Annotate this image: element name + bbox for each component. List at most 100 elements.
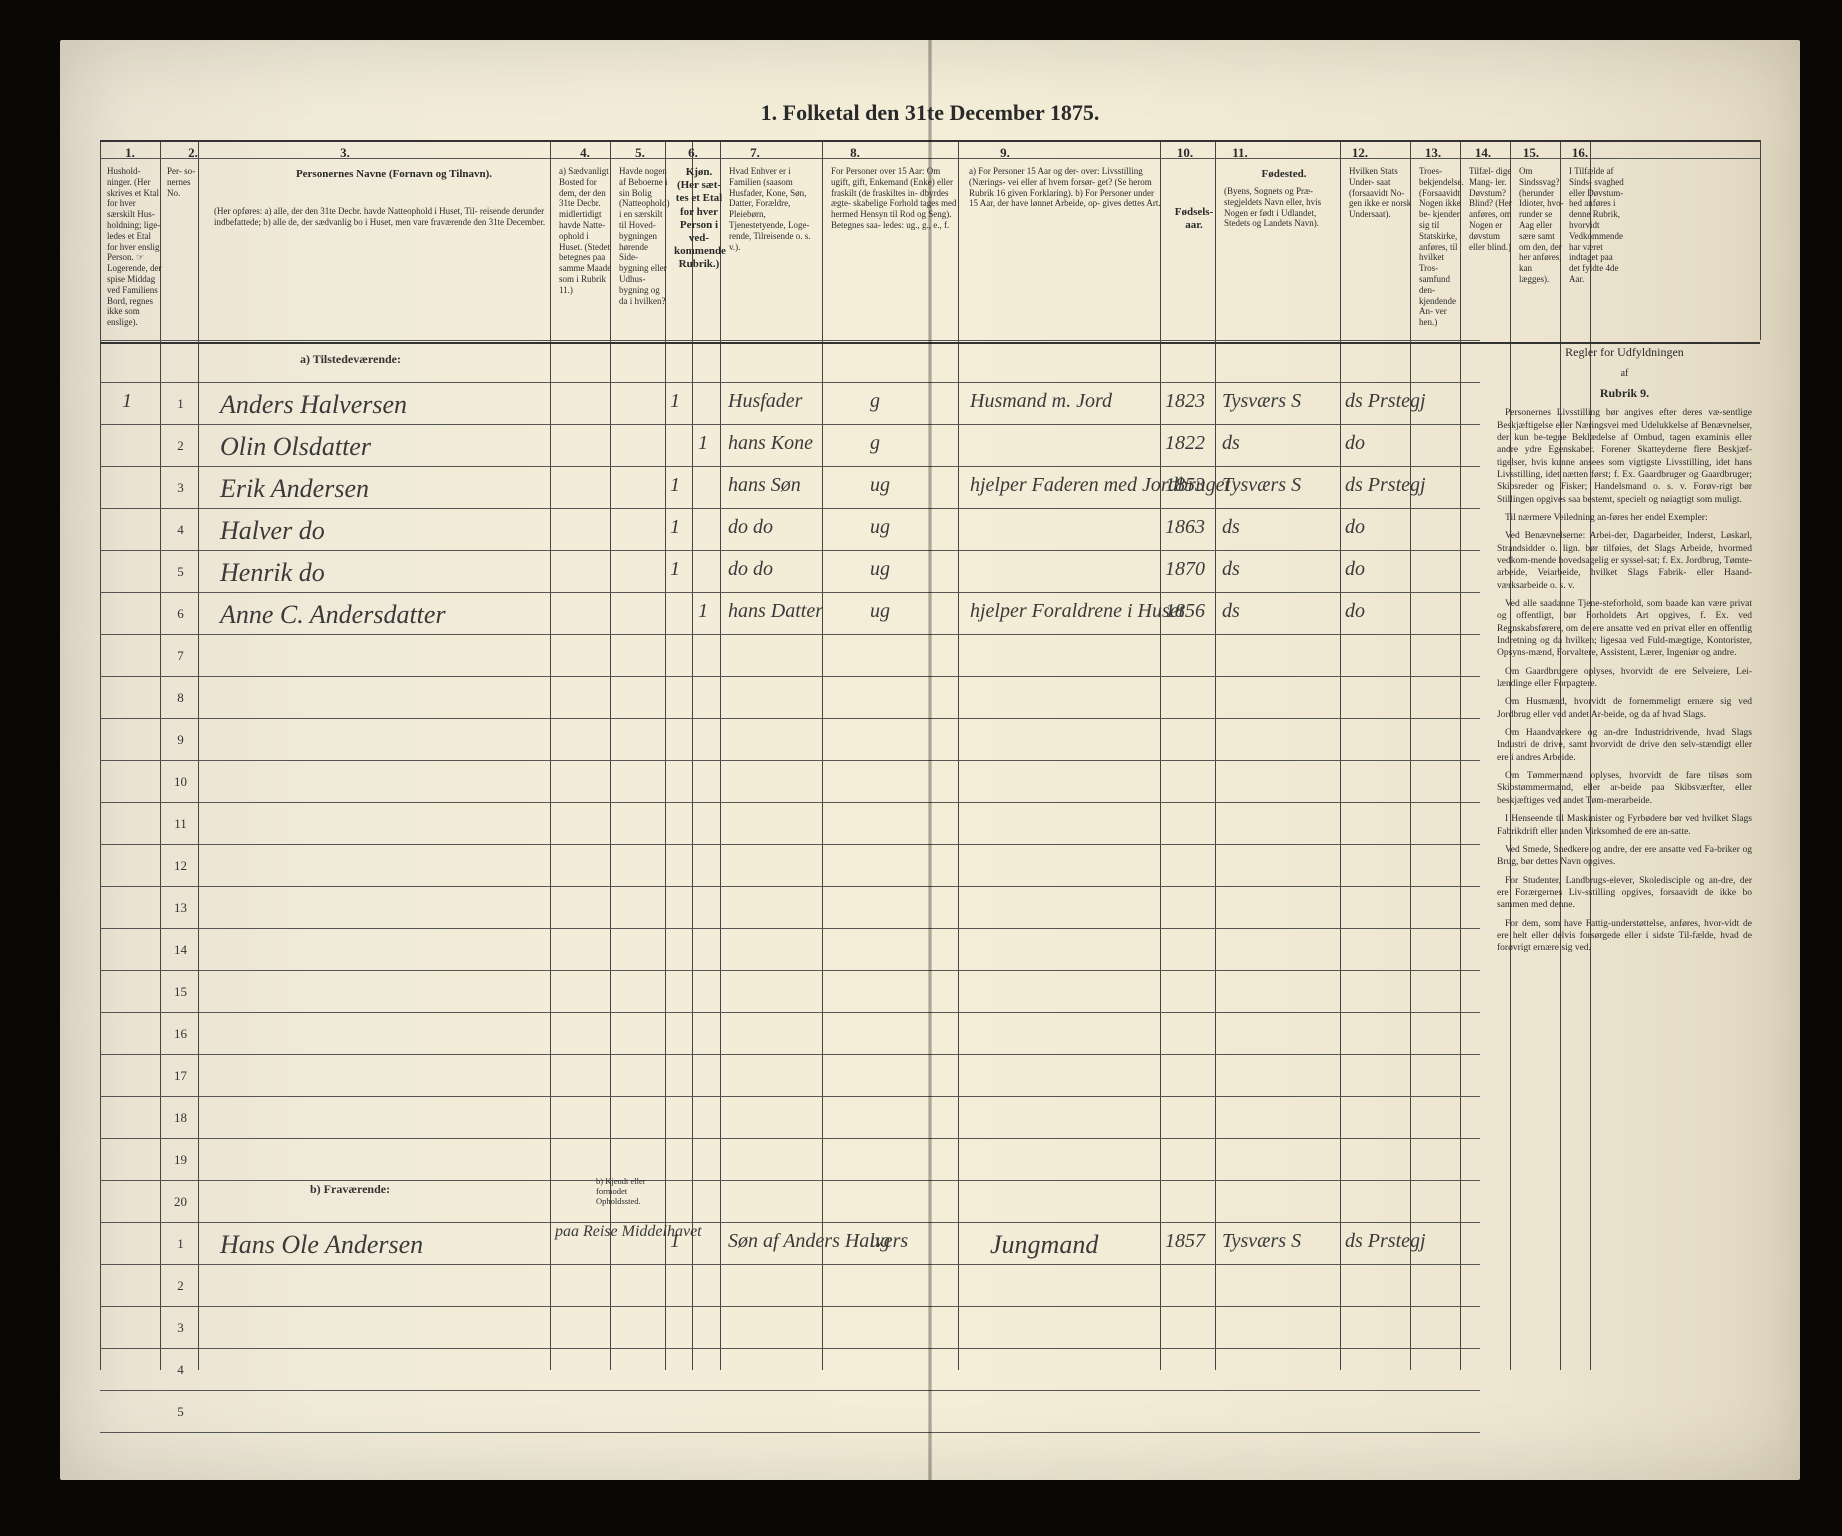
row-num: 1 xyxy=(168,1236,193,1252)
instr-para: Om Gaardbrugere oplyses, hvorvidt de ere… xyxy=(1497,666,1752,691)
hline xyxy=(100,1096,1480,1097)
cell-birthplace: Tysværs S xyxy=(1222,474,1301,497)
row-num: 14 xyxy=(168,942,193,958)
edge-top xyxy=(0,0,1842,40)
row-num: 6 xyxy=(168,606,193,622)
row-num: 5 xyxy=(168,1404,193,1420)
cell-occupation: hjelper Foraldrene i Huset xyxy=(970,600,1184,623)
cell-birthplace: Tysværs S xyxy=(1222,390,1301,413)
cell-parish: do xyxy=(1345,600,1365,623)
cell-parish: ds Prstegj xyxy=(1345,390,1426,413)
hdr-c15: Om Sindssvag? (herunder Idioter, hvo- ru… xyxy=(1515,162,1568,289)
hline xyxy=(100,970,1480,971)
hline xyxy=(100,844,1480,845)
cell-relation: do do xyxy=(728,516,773,539)
instr-para: Om Haandværkere og an-dre Industridriven… xyxy=(1497,727,1752,764)
hline xyxy=(100,1390,1480,1391)
cell-birthplace: ds xyxy=(1222,558,1240,581)
row-num: 16 xyxy=(168,1026,193,1042)
hdr-c13: Troes- bekjendelse. (Forsaavidt Nogen ik… xyxy=(1415,162,1468,332)
hline xyxy=(100,1306,1480,1307)
hline xyxy=(100,928,1480,929)
cell-parish: ds Prstegj xyxy=(1345,1230,1426,1253)
cell-name: Henrik do xyxy=(220,558,325,588)
row-num: 13 xyxy=(168,900,193,916)
hline xyxy=(100,424,1480,425)
cell-relation: Husfader xyxy=(728,390,802,413)
cell-civil: g xyxy=(870,432,880,455)
row-num: 17 xyxy=(168,1068,193,1084)
hdr-c7: Hvad Enhver er i Familien (saasom Husfad… xyxy=(725,162,828,256)
census-page: 1. Folketal den 31te December 1875. 1.2.… xyxy=(60,40,1800,1480)
hdr-c9: a) For Personer 15 Aar og der- over: Liv… xyxy=(965,162,1168,213)
cell-year: 1856 xyxy=(1165,600,1205,623)
row-num: 3 xyxy=(168,1320,193,1336)
instr-para: Ved Smede, Snedkere og andre, der ere an… xyxy=(1497,844,1752,869)
cell-civil: ug xyxy=(870,1230,890,1253)
cell-male: 1 xyxy=(670,390,680,413)
hline xyxy=(100,718,1480,719)
hline xyxy=(100,592,1480,593)
edge-bottom xyxy=(0,1480,1842,1536)
row-num: 4 xyxy=(168,522,193,538)
hdr-c4: a) Sædvanligt Bosted for dem, der den 31… xyxy=(555,162,618,300)
row-num: 18 xyxy=(168,1110,193,1126)
cell-relation: do do xyxy=(728,558,773,581)
instr-head2: af xyxy=(1497,367,1752,380)
hline xyxy=(100,802,1480,803)
instr-para: For dem, som have Fattig-understøttelse,… xyxy=(1497,918,1752,955)
cell-civil: ug xyxy=(870,600,890,623)
hline xyxy=(100,1348,1480,1349)
cell-name: Anders Halversen xyxy=(220,390,407,420)
cell-year: 1863 xyxy=(1165,516,1205,539)
cell-year: 1822 xyxy=(1165,432,1205,455)
cell-year: 1870 xyxy=(1165,558,1205,581)
cell-female: 1 xyxy=(698,432,708,455)
cell-birthplace: ds xyxy=(1222,600,1240,623)
hdr-c6: Kjøn. (Her sæt- tes et Etal for hver Per… xyxy=(670,162,728,276)
hdr-c3: (Her opføres: a) alle, der den 31te Decb… xyxy=(210,202,578,232)
row-num: 3 xyxy=(168,480,193,496)
section-a-label: a) Tilstedeværende: xyxy=(300,352,401,367)
hline xyxy=(100,1180,1480,1181)
hline xyxy=(100,508,1480,509)
instr-head1: Regler for Udfyldningen xyxy=(1497,345,1752,361)
cell-name: Halver do xyxy=(220,516,325,546)
edge-right xyxy=(1800,0,1842,1536)
cell-birthplace: ds xyxy=(1222,432,1240,455)
hline xyxy=(100,340,1480,341)
hdr-c14: Tilfæl- dige Mang- ler. Døvstum? Blind? … xyxy=(1465,162,1518,256)
cell-name: Erik Andersen xyxy=(220,474,369,504)
section-b-label: b) Fraværende: xyxy=(310,1182,390,1197)
hline xyxy=(100,676,1480,677)
row-num: 10 xyxy=(168,774,193,790)
hline xyxy=(100,466,1480,467)
cell-household: 1 xyxy=(122,390,132,413)
row-num: 15 xyxy=(168,984,193,1000)
row-num: 2 xyxy=(168,1278,193,1294)
hdr-c2: Per- so- nernes No. xyxy=(163,162,201,202)
instr-para: For Studenter, Landbrugs-elever, Skoledi… xyxy=(1497,875,1752,912)
hline xyxy=(100,1432,1480,1433)
row-num: 9 xyxy=(168,732,193,748)
cell-occupation: Jungmand xyxy=(990,1230,1098,1260)
row-num: 8 xyxy=(168,690,193,706)
hline xyxy=(100,550,1480,551)
cell-parish: do xyxy=(1345,516,1365,539)
cell-civil: ug xyxy=(870,516,890,539)
hline xyxy=(100,886,1480,887)
row-num: 19 xyxy=(168,1152,193,1168)
row-num: 1 xyxy=(168,396,193,412)
cell-relation: hans Søn xyxy=(728,474,801,497)
hdr-c12: Hvilken Stats Under- saat (forsaavidt No… xyxy=(1345,162,1418,224)
page-title: 1. Folketal den 31te December 1875. xyxy=(761,100,1100,126)
hdr-c11: (Byens, Sognets og Præ- stegjeldets Navn… xyxy=(1220,182,1348,233)
cell-year: 1853 xyxy=(1165,474,1205,497)
hline xyxy=(100,1264,1480,1265)
cell-name: Hans Ole Andersen xyxy=(220,1230,423,1260)
hdr-c10: Fødsels- aar. xyxy=(1165,202,1223,236)
instr-para: Ved alle saadanne Tjene-steforhold, som … xyxy=(1497,598,1752,660)
cell-name: Anne C. Andersdatter xyxy=(220,600,446,630)
cell-male: 1 xyxy=(670,1230,680,1253)
instr-head3: Rubrik 9. xyxy=(1497,386,1752,402)
